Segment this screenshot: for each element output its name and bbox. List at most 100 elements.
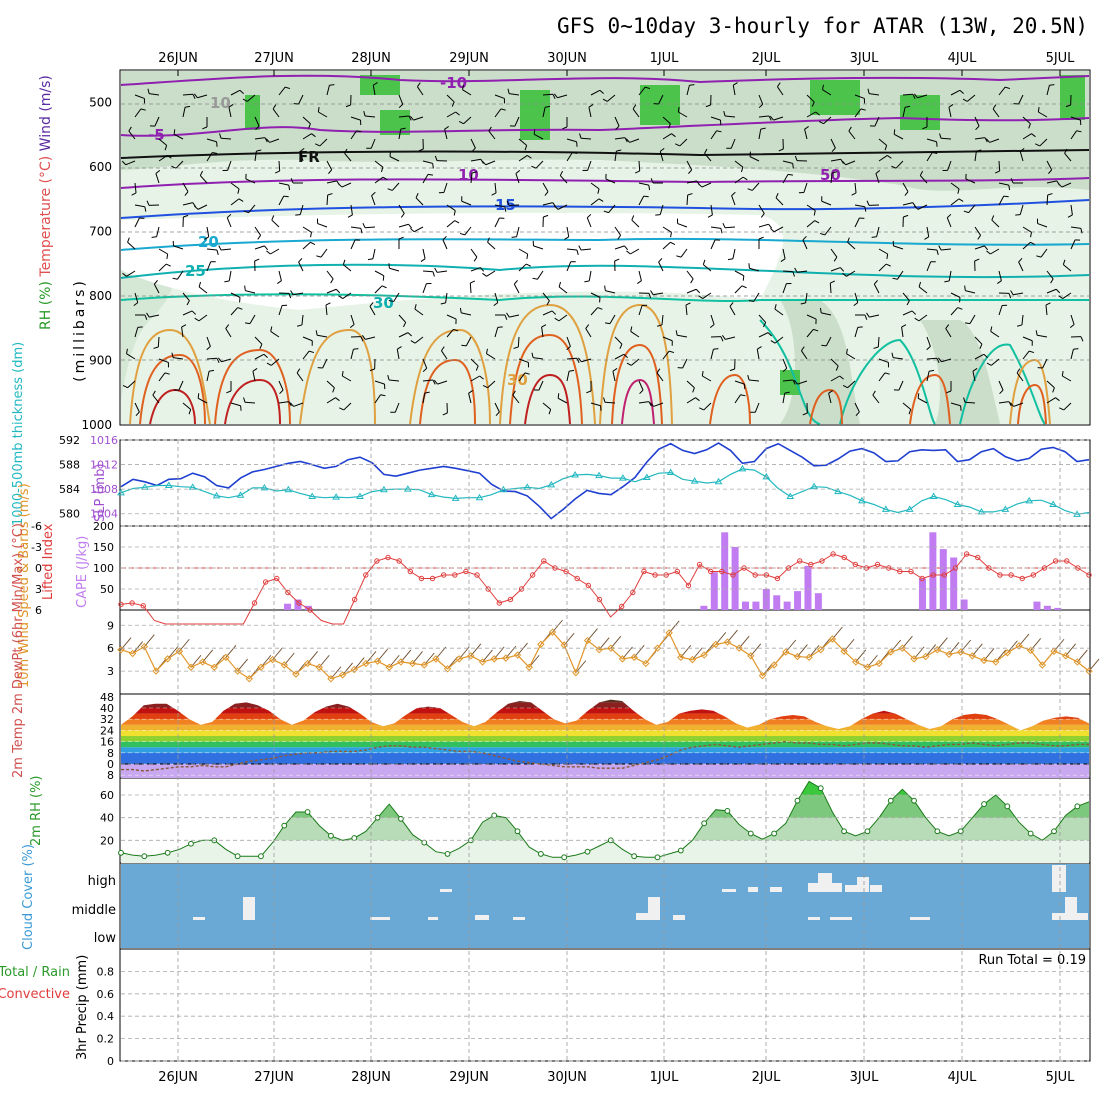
wind-barb: [734, 285, 743, 294]
wind-barb-flag: [562, 126, 568, 130]
wind-barb: [326, 194, 329, 206]
wind-barb-flag: [576, 358, 580, 364]
wind-barb-flag: [782, 367, 788, 373]
wind-barb: [821, 200, 832, 206]
rh-point: [817, 785, 824, 792]
wind-barb: [686, 180, 697, 184]
wind-barb-flag: [202, 126, 208, 130]
wind-barb: [846, 353, 856, 360]
wind-barb-flag: [144, 206, 147, 212]
wind-barb: [173, 245, 184, 250]
wind-barb-flag: [1035, 143, 1041, 147]
wind-barb-flag: [525, 263, 531, 267]
wind-barb: [823, 116, 832, 125]
wind-barb: [1070, 349, 1074, 360]
wind-barb: [782, 358, 788, 369]
wind-barb: [710, 349, 714, 360]
wind-barb: [181, 327, 184, 338]
wind-barb-flag: [784, 391, 790, 394]
wind-barb: [341, 182, 352, 188]
wind-barb-flag: [327, 193, 333, 196]
wind-barb-flag: [552, 202, 556, 207]
wind-barb: [638, 401, 649, 404]
wind-barb-flag: [762, 322, 767, 328]
wind-barb-flag: [244, 285, 246, 291]
wind-barb: [782, 393, 786, 404]
li-point: [897, 568, 903, 575]
li-point: [140, 603, 146, 609]
cape-bar: [304, 605, 312, 610]
wind-barb: [804, 129, 808, 140]
thickness-tick: 584: [59, 483, 80, 496]
wind-barb: [318, 111, 328, 118]
wind-barb: [269, 138, 280, 143]
wind-barb: [1042, 358, 1048, 369]
wind-barb: [173, 357, 184, 360]
wind-barb: [1021, 314, 1024, 325]
wind-barb: [422, 393, 426, 404]
wind-barb: [542, 310, 553, 316]
wind-barb: [1018, 261, 1024, 272]
wind-barb: [876, 226, 880, 237]
wind-barb-flag: [768, 115, 772, 121]
wind-barb-flag: [958, 198, 964, 202]
wind-barb-flag: [787, 173, 794, 176]
wind-barb-flag: [544, 191, 549, 196]
wind-barb: [686, 270, 694, 280]
wind-barb-flag: [936, 249, 939, 256]
wind-barb: [182, 182, 189, 192]
wind-barb-flag: [997, 280, 1002, 284]
wind-barb-flag: [944, 280, 950, 283]
wind-barb-flag: [487, 237, 490, 243]
date-label-top: 28JUN: [351, 51, 391, 66]
wind-barb-flag: [144, 314, 148, 320]
wind-barb-flag: [705, 104, 711, 108]
wind-barb: [518, 138, 527, 146]
precip-tick: 0: [107, 1055, 114, 1068]
wind-barb-flag: [482, 384, 488, 389]
wind-barb: [134, 204, 145, 208]
li-point: [474, 572, 480, 578]
wind-barb: [197, 204, 208, 210]
wind-barb-flag: [688, 169, 693, 174]
wind-barb: [878, 248, 888, 255]
wind-barb-flag: [668, 123, 671, 129]
wind-barb-flag: [1008, 184, 1011, 191]
wind-barb-flag: [470, 280, 476, 284]
wind-barb: [326, 160, 333, 171]
wind-barb: [299, 151, 304, 162]
wind-barb: [854, 292, 859, 303]
rh-point: [701, 820, 708, 827]
wind-barb: [199, 175, 208, 184]
wind-barb-flag: [551, 310, 557, 315]
wind-barb-flag: [855, 411, 860, 416]
wind10m-point: [1050, 647, 1058, 655]
wind-barb: [518, 248, 528, 255]
wind-barb: [557, 397, 568, 404]
wind-barb-flag: [339, 407, 345, 411]
wind-barb-flag: [171, 352, 174, 358]
li-point: [385, 554, 391, 561]
li-point: [997, 572, 1003, 578]
wind-barb-flag: [612, 368, 618, 372]
wind-barb-flag: [695, 288, 701, 294]
wind-barb-flag: [603, 210, 609, 214]
rh-point: [584, 848, 591, 855]
wind-barb: [588, 107, 592, 118]
wind-barb-flag: [418, 148, 424, 152]
wind-barb-flag: [369, 368, 375, 372]
wind-barb: [173, 133, 184, 140]
wind10m-point: [618, 655, 627, 663]
wind-barb-flag: [367, 258, 374, 261]
wind-barb-flag: [527, 154, 532, 159]
wind-barb: [365, 115, 376, 118]
cape-ylabel: CAPE (J/kg): [75, 536, 90, 608]
wind-barb-flag: [945, 324, 950, 329]
wind-barb-flag: [146, 200, 150, 206]
wind-barb-flag: [740, 167, 744, 173]
wind-barb: [350, 349, 354, 360]
wind-barb-flag: [237, 188, 240, 194]
wind-barb-flag: [976, 149, 982, 152]
wind-barb-flag: [1016, 368, 1021, 374]
wind-barb: [230, 292, 241, 298]
